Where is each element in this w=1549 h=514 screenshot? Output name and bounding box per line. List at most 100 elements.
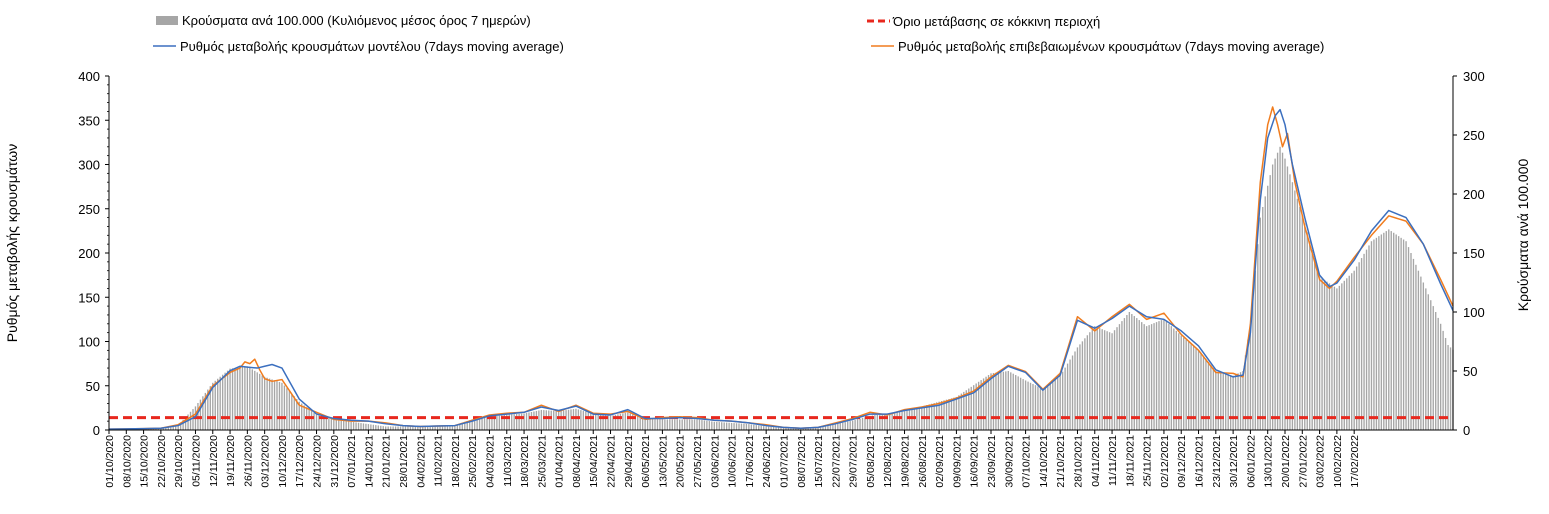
x-tick-label: 07/01/2021 [346, 435, 358, 488]
legend-label-confirmed: Ρυθμός μεταβολής επιβεβαιωμένων κρουσμάτ… [898, 39, 1324, 54]
bar [1358, 262, 1360, 430]
bar [1190, 343, 1192, 430]
x-tick-label: 26/08/2021 [917, 435, 929, 488]
bar [780, 427, 782, 430]
bar [644, 419, 646, 430]
bar [1192, 345, 1195, 430]
bar [209, 386, 211, 430]
bar [795, 428, 797, 430]
bar [686, 419, 688, 430]
bar [906, 409, 908, 430]
bar [1074, 351, 1076, 430]
bar [236, 367, 239, 430]
bar [711, 421, 713, 430]
bar [231, 368, 234, 430]
bar [444, 425, 446, 430]
bar [273, 380, 276, 430]
bar [1173, 328, 1175, 430]
bar [987, 375, 990, 430]
bar [298, 401, 300, 430]
bar [1047, 384, 1049, 430]
bar [1138, 320, 1140, 430]
bar [387, 426, 389, 430]
bar [372, 424, 375, 430]
bar [607, 415, 609, 430]
bar [259, 373, 261, 430]
bar [1064, 367, 1066, 430]
x-tick-label: 18/11/2021 [1124, 435, 1136, 487]
bar [1301, 215, 1303, 430]
bar [555, 410, 557, 430]
bar [189, 411, 192, 430]
bar [436, 425, 439, 430]
bar [1210, 364, 1212, 430]
x-tick-label: 09/09/2021 [951, 435, 963, 488]
bar [802, 428, 804, 430]
bar [1291, 182, 1294, 430]
bar [963, 391, 965, 430]
bar [1333, 286, 1336, 430]
bar [1180, 335, 1182, 430]
bar [523, 413, 525, 430]
bar [679, 419, 681, 430]
bar [691, 419, 693, 430]
bar [370, 424, 372, 430]
bar [861, 417, 864, 430]
bar [422, 426, 424, 430]
bar [884, 413, 886, 430]
bar [622, 413, 624, 430]
bar [770, 426, 772, 430]
bar [1316, 267, 1318, 430]
bar [829, 425, 832, 430]
bar [266, 377, 268, 430]
bar [866, 416, 869, 430]
bar [498, 415, 501, 430]
bar [641, 418, 644, 430]
bar [1242, 371, 1244, 430]
bar [562, 410, 565, 430]
bar [627, 412, 629, 430]
bar [1057, 377, 1059, 430]
bar [466, 421, 468, 430]
x-tick-label: 16/09/2021 [969, 435, 981, 488]
x-tick-label: 30/12/2021 [1228, 435, 1240, 488]
bar [172, 426, 174, 430]
bar [871, 415, 874, 430]
bar [1343, 280, 1345, 430]
x-tick-label: 04/02/2021 [415, 435, 427, 488]
bar [506, 414, 508, 430]
bar [854, 419, 856, 430]
bar [357, 422, 360, 430]
bar [419, 426, 421, 430]
bar [184, 417, 187, 430]
bar [496, 416, 498, 430]
bar [1264, 196, 1266, 430]
x-tick-label: 11/02/2021 [433, 435, 445, 487]
x-tick-label: 14/01/2021 [363, 435, 375, 488]
bar [424, 426, 426, 430]
bar [301, 403, 303, 430]
bar [997, 372, 1000, 430]
bar [656, 419, 659, 430]
bar [1276, 152, 1279, 430]
bar [701, 420, 703, 430]
bar [1034, 385, 1037, 430]
bar [212, 382, 214, 430]
bar [385, 426, 387, 430]
bar [718, 422, 720, 430]
bar [268, 378, 271, 430]
bar [345, 421, 347, 430]
bar [612, 415, 614, 430]
bar [1215, 371, 1217, 430]
bar [931, 403, 933, 430]
bar [1037, 386, 1039, 430]
bar [414, 426, 417, 430]
bar [493, 416, 496, 430]
bar [1267, 185, 1269, 430]
bar [1313, 258, 1316, 430]
x-tick-label: 10/12/2020 [277, 435, 289, 488]
y-axis-right-ticks: 0 50 100 150 200 250 300 [1453, 69, 1485, 438]
bar [1212, 367, 1215, 430]
bar [990, 373, 992, 430]
bar [901, 410, 903, 430]
